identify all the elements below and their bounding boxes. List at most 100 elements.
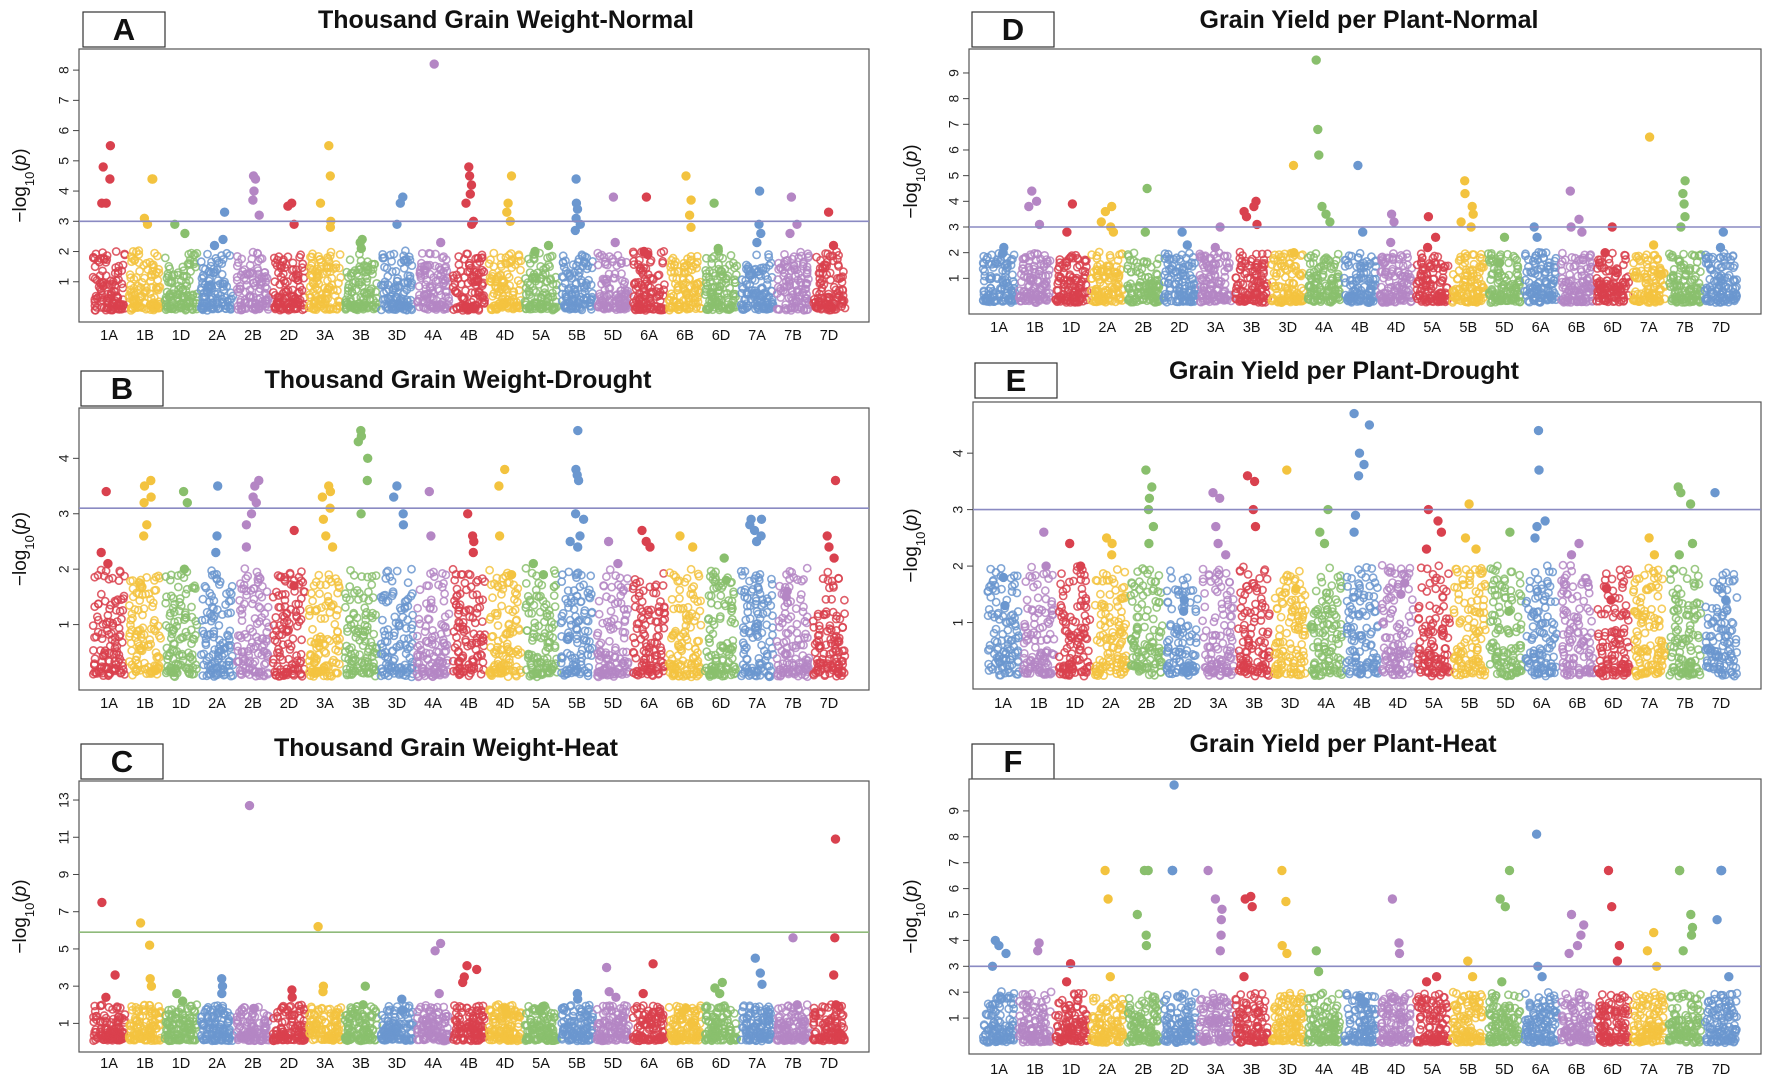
marker-point [169,270,179,280]
chromosome-label: 5A [532,328,550,344]
peak-marker [530,246,540,257]
y-tick-label: 9 [56,870,72,878]
chromosome-label: 7B [784,696,802,712]
peak-marker [573,542,583,552]
y-tick-label: 3 [56,510,72,518]
peak-marker [325,222,336,233]
peak-marker [709,198,719,208]
peak-marker [570,225,580,236]
peak-marker [142,520,152,530]
peak-marker [248,195,258,205]
marker-point [198,263,208,273]
chromosome-label: 3B [352,696,370,712]
chromosome-label: 5D [604,696,623,712]
manhattan-panel-c: C Thousand Grain Weight-Heat135791113−log… [10,734,870,1072]
marker-point [212,293,222,303]
marker-point [91,249,101,259]
peak-marker [211,547,221,558]
chromosome-label: 4D [496,328,515,344]
chromosome-2b-points [232,171,274,315]
peak-marker [246,509,257,519]
peak-marker [325,486,336,497]
peak-marker [461,198,471,208]
peak-marker [830,475,841,486]
marker-point [248,247,258,257]
peak-marker [139,498,149,508]
peak-marker [429,59,439,69]
y-tick-label: 1 [56,1019,72,1027]
peak-marker [823,207,834,217]
peak-marker [241,520,252,530]
marker-point [118,260,128,270]
peak-marker [571,174,581,184]
chromosome-label: 3D [388,328,407,344]
marker-point [166,300,176,310]
chromosome-label: 6A [640,696,658,712]
peak-marker [363,453,373,463]
peak-marker [494,531,505,541]
chromosome-label: 5D [604,328,623,344]
chromosome-label: 6D [712,696,731,712]
chromosome-label: 1D [172,696,191,712]
peak-marker [96,547,106,558]
peak-marker [241,542,252,552]
marker-point [153,275,163,285]
chromosome-label: 1B [136,696,154,712]
peak-marker [713,243,723,254]
peak-marker [318,514,329,524]
marker-point [206,261,216,271]
peak-marker [356,509,366,519]
peak-marker [465,189,475,199]
y-tick-label: 4 [56,187,72,195]
peak-marker [315,198,326,208]
y-tick-label: 1 [56,620,72,628]
chromosome-label: 1A [100,328,118,344]
peak-marker [436,237,446,248]
chromosome-label: 6B [676,328,694,344]
peak-marker [180,228,190,239]
peak-marker [250,481,260,491]
y-tick-label: 5 [56,157,72,165]
chromosome-label: 1D [172,328,191,344]
peak-marker [822,531,832,541]
peak-marker [139,531,149,541]
marker-point [217,269,227,279]
peak-marker [681,171,691,181]
y-tick-label: 1 [56,278,72,286]
marker-point [128,246,138,256]
peak-marker [324,141,334,151]
peak-marker [212,531,222,541]
peak-marker [468,547,478,558]
marker-point [222,281,232,291]
chromosome-label: 1A [100,696,118,712]
marker-point [178,262,188,272]
peak-marker [500,464,510,475]
marker-point [205,280,215,290]
peak-marker [325,171,335,181]
marker-point [118,295,128,304]
peak-marker [503,198,513,208]
chromosome-label: 6B [676,696,694,712]
marker-point [149,305,159,315]
y-tick-label: 11 [56,830,72,845]
marker-point [99,254,109,264]
marker-point [140,287,150,297]
peak-marker [828,240,839,251]
chromosome-label: 6D [712,328,731,344]
marker-point [133,281,143,291]
marker-point [179,303,189,313]
peak-marker [219,207,230,217]
marker-point [202,305,212,315]
peak-marker [756,228,766,239]
y-tick-label: 3 [56,217,72,225]
marker-point [214,258,224,267]
chromosome-label: 7B [784,328,802,344]
peak-marker [641,192,652,202]
chromosome-1a-points [88,141,130,315]
peak-marker [528,558,538,569]
chart-title: Thousand Grain Weight-Heat [274,734,619,762]
marker-point [103,304,113,313]
marker-point [203,249,212,259]
manhattan-panel-b: B Thousand Grain Weight-Drought1234−log10… [10,366,870,712]
peak-marker [572,204,583,214]
